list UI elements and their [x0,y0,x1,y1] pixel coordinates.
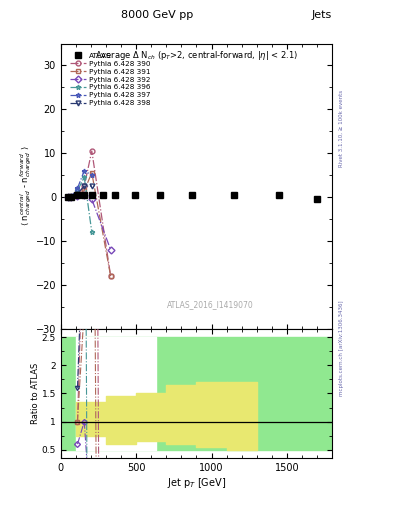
Pythia 6.428 392 [75,193,80,199]
ATLAS [132,192,137,198]
ATLAS [65,194,70,200]
Pythia 6.428 398 [90,183,94,189]
Pythia 6.428 396 [82,174,86,180]
Pythia 6.428 391 [82,187,86,194]
Text: Rivet 3.1.10, ≥ 100k events: Rivet 3.1.10, ≥ 100k events [339,90,344,166]
Line: Pythia 6.428 396: Pythia 6.428 396 [65,175,94,234]
ATLAS [158,192,163,198]
Line: Pythia 6.428 391: Pythia 6.428 391 [65,170,113,279]
Pythia 6.428 392 [82,192,86,198]
Pythia 6.428 390 [90,148,94,154]
Legend: ATLAS, Pythia 6.428 390, Pythia 6.428 391, Pythia 6.428 392, Pythia 6.428 396, P: ATLAS, Pythia 6.428 390, Pythia 6.428 39… [67,50,153,109]
Pythia 6.428 396 [65,194,70,200]
Pythia 6.428 396 [69,193,74,199]
Text: 8000 GeV pp: 8000 GeV pp [121,10,193,20]
Pythia 6.428 398 [65,194,70,200]
Text: Jets: Jets [312,10,332,20]
ATLAS [90,192,94,198]
Pythia 6.428 390 [75,192,80,198]
ATLAS [82,192,86,198]
ATLAS [277,192,282,198]
Pythia 6.428 391 [90,170,94,176]
Pythia 6.428 396 [75,187,80,194]
Pythia 6.428 392 [65,194,70,200]
Y-axis label: $\langle$ n$^{central}_{charged}$ - n$^{forward}_{charged}$ $\rangle$: $\langle$ n$^{central}_{charged}$ - n$^{… [18,146,34,226]
ATLAS [101,192,105,198]
ATLAS [232,192,237,198]
ATLAS [75,192,80,198]
X-axis label: Jet p$_T$ [GeV]: Jet p$_T$ [GeV] [167,476,226,490]
Pythia 6.428 391 [108,273,113,279]
Pythia 6.428 391 [65,194,70,200]
Pythia 6.428 392 [69,194,74,200]
Pythia 6.428 390 [82,183,86,189]
Pythia 6.428 391 [69,194,74,200]
Pythia 6.428 392 [108,247,113,253]
Line: ATLAS: ATLAS [64,191,320,202]
ATLAS [315,196,320,202]
Y-axis label: Ratio to ATLAS: Ratio to ATLAS [31,363,40,424]
ATLAS [113,192,118,198]
Pythia 6.428 397 [82,167,86,174]
Pythia 6.428 390 [65,194,70,200]
ATLAS [189,192,194,198]
Pythia 6.428 391 [75,192,80,198]
Pythia 6.428 396 [90,229,94,235]
ATLAS [69,194,74,200]
Line: Pythia 6.428 392: Pythia 6.428 392 [65,193,113,252]
Pythia 6.428 397 [69,193,74,199]
Line: Pythia 6.428 398: Pythia 6.428 398 [65,184,94,200]
Pythia 6.428 397 [65,194,70,200]
Pythia 6.428 397 [75,185,80,191]
Pythia 6.428 397 [90,172,94,178]
Pythia 6.428 398 [82,183,86,189]
Pythia 6.428 398 [69,194,74,200]
Text: Average $\Delta$ N$_{ch}$ (p$_T$>2, central-forward, |$\eta$| < 2.1): Average $\Delta$ N$_{ch}$ (p$_T$>2, cent… [95,49,298,62]
Pythia 6.428 398 [75,190,80,197]
Line: Pythia 6.428 390: Pythia 6.428 390 [65,148,113,279]
Pythia 6.428 392 [90,196,94,202]
Line: Pythia 6.428 397: Pythia 6.428 397 [65,168,94,200]
Pythia 6.428 390 [69,194,74,200]
Text: ATLAS_2016_I1419070: ATLAS_2016_I1419070 [167,300,253,309]
Text: mcplots.cern.ch [arXiv:1306.3436]: mcplots.cern.ch [arXiv:1306.3436] [339,301,344,396]
Pythia 6.428 390 [108,273,113,279]
